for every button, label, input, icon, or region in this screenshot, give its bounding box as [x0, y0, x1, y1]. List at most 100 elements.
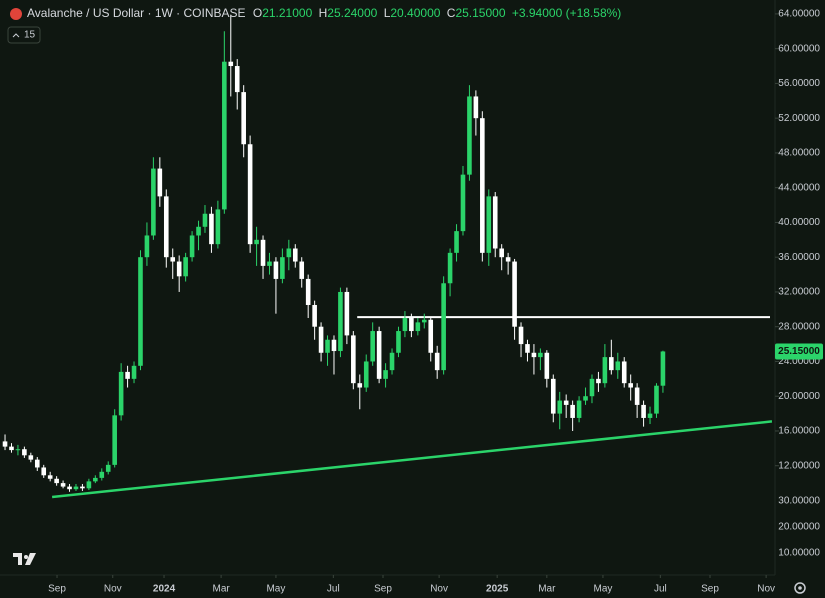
candle: [615, 352, 621, 379]
y-axis-label: 10.00000: [778, 548, 820, 559]
candle: [512, 258, 517, 340]
candle: [434, 345, 440, 379]
interval-box-frame[interactable]: [7, 26, 41, 44]
last-price-tag: [775, 343, 823, 360]
candle: [144, 222, 150, 266]
candle: [280, 248, 285, 284]
candle-body: [189, 235, 195, 258]
candle-body: [86, 481, 92, 489]
candle-body: [292, 248, 298, 262]
y-tick-label: 44.00000: [778, 182, 820, 193]
candle: [609, 339, 614, 375]
candle: [163, 189, 169, 268]
candle: [305, 274, 311, 319]
x-tick-label: Nov: [104, 584, 122, 595]
y-tick-label: 36.00000: [778, 252, 820, 263]
candle: [86, 478, 92, 491]
candle-body: [305, 278, 311, 305]
y-tick-label: 48.00000: [778, 148, 820, 159]
candle-body: [421, 319, 427, 323]
candle: [628, 374, 633, 401]
candle: [499, 244, 504, 271]
candle-body: [183, 257, 188, 277]
candle-body: [312, 304, 317, 327]
candle: [557, 391, 563, 430]
candle: [589, 374, 595, 404]
low-value: 20.40000: [390, 6, 440, 20]
candle: [660, 350, 666, 393]
candle-body: [499, 248, 504, 258]
candle-body: [383, 370, 388, 379]
candle: [647, 406, 653, 425]
candle: [151, 157, 156, 240]
candle-body: [538, 352, 543, 358]
x-tick-label: Nov: [430, 584, 448, 595]
candle: [267, 252, 272, 275]
candle: [138, 250, 143, 371]
candle-body: [415, 322, 421, 332]
candle-body: [492, 196, 498, 249]
candle: [544, 350, 550, 388]
candle-body: [299, 261, 305, 279]
close-value: 25.15000: [455, 6, 505, 20]
candle: [460, 165, 466, 236]
trend-line: [51, 420, 773, 499]
logo-part[interactable]: [13, 553, 22, 565]
candle-body: [589, 378, 595, 397]
x-tick-label: Sep: [701, 584, 719, 595]
candle: [376, 326, 382, 384]
candle: [22, 446, 27, 458]
y-tick-label: 60.00000: [778, 43, 820, 54]
candle: [602, 344, 608, 388]
candle-body: [357, 383, 363, 388]
candle-body: [138, 257, 143, 366]
candle: [234, 59, 240, 110]
candle-body: [41, 467, 47, 476]
chevron[interactable]: [12, 33, 20, 38]
candle: [125, 365, 130, 388]
logo-part[interactable]: [24, 555, 28, 559]
candle: [428, 318, 434, 362]
candle: [518, 322, 524, 358]
candle-body: [550, 378, 556, 414]
candle-body: [260, 239, 266, 266]
candle: [363, 354, 369, 392]
candle-body: [370, 331, 375, 362]
candle: [118, 363, 124, 421]
candle-body: [512, 261, 517, 327]
candle: [325, 335, 330, 366]
candle-body: [131, 365, 137, 379]
candle-body: [402, 318, 408, 332]
candle-body: [525, 344, 530, 353]
tradingview-logo[interactable]: [13, 553, 36, 565]
settings-icon[interactable]: [794, 582, 806, 594]
candle-body: [557, 400, 563, 414]
y-tick-label: 16.00000: [778, 426, 820, 437]
candle: [80, 483, 85, 491]
candle: [9, 443, 14, 453]
candle: [344, 287, 350, 345]
gear-center[interactable]: [798, 586, 802, 590]
candle-body: [47, 475, 53, 479]
candle-body: [486, 196, 492, 253]
candle: [228, 14, 234, 97]
y-axis-label: 30.00000: [778, 496, 820, 507]
symbol-icon: [10, 8, 22, 20]
candle-body: [112, 415, 117, 465]
candle: [202, 205, 208, 233]
candle: [338, 287, 343, 358]
candle: [480, 111, 485, 262]
gear[interactable]: [794, 582, 806, 594]
candle-body: [105, 464, 111, 472]
candle-body: [157, 168, 163, 197]
x-tick-label: Jul: [654, 584, 667, 595]
candle-body: [570, 404, 575, 418]
logo-part[interactable]: [25, 553, 36, 565]
interval-box[interactable]: 15: [7, 26, 41, 44]
interval-value[interactable]: 15: [24, 30, 36, 41]
candle-body: [54, 478, 59, 484]
open-label: O: [253, 6, 262, 20]
candle-body: [144, 235, 150, 258]
candle: [196, 220, 201, 251]
candle-body: [505, 257, 511, 262]
